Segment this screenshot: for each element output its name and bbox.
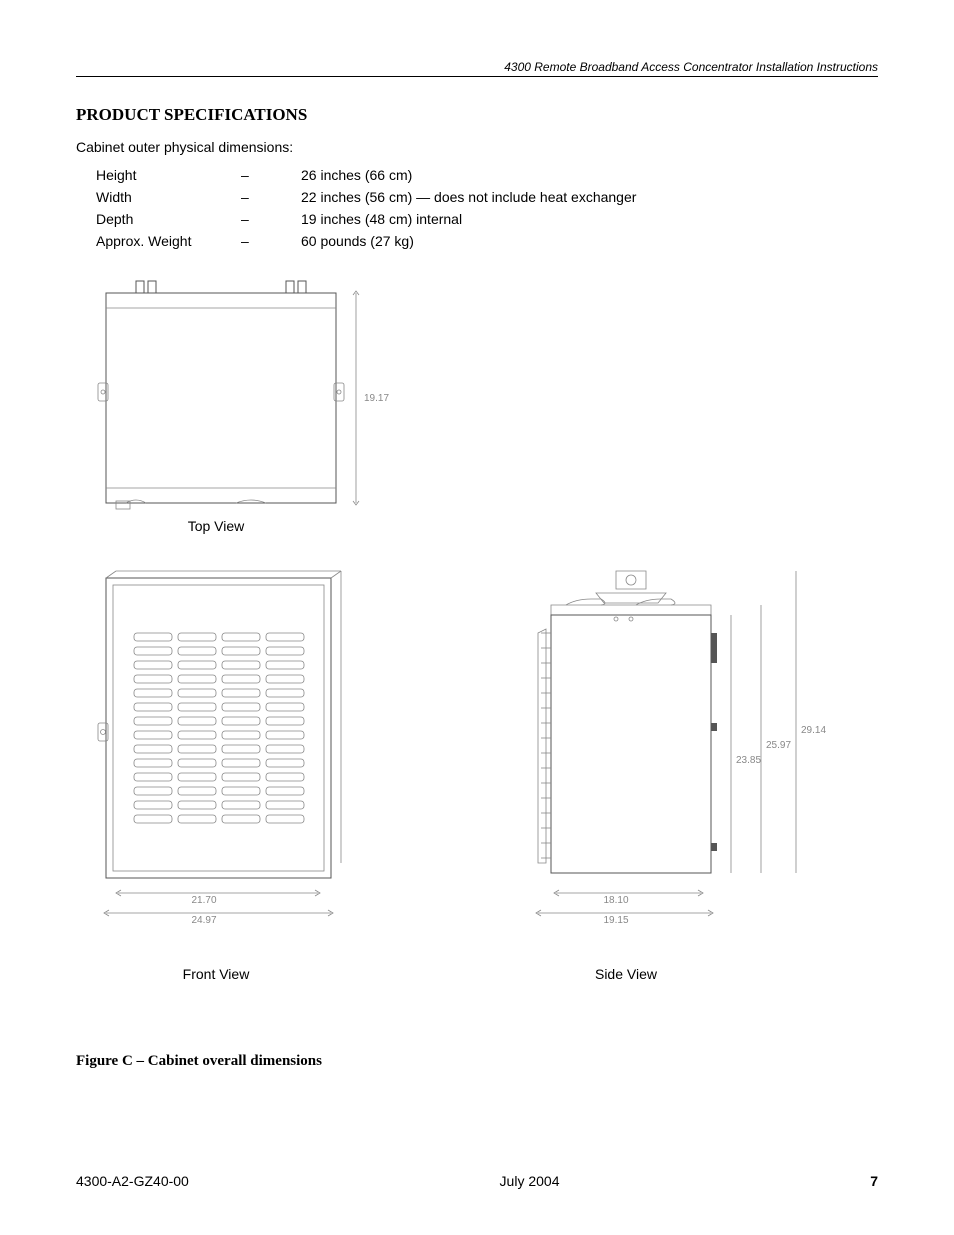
front-view: 21.70 24.97 Front View <box>86 563 366 982</box>
top-view: 19.17 Top View <box>86 273 396 534</box>
figure-caption: Figure C – Cabinet overall dimensions <box>76 1053 878 1070</box>
spec-row: Width – 22 inches (56 cm) — does not inc… <box>96 189 878 205</box>
spec-value: 19 inches (48 cm) internal <box>301 211 878 227</box>
top-dim: 19.17 <box>364 393 389 404</box>
spec-row: Height – 26 inches (66 cm) <box>96 167 878 183</box>
front-dim-inner: 21.70 <box>191 895 216 906</box>
diagrams-area: 19.17 Top View 21.70 <box>76 273 878 1033</box>
footer-page: 7 <box>870 1173 878 1189</box>
running-title: 4300 Remote Broadband Access Concentrato… <box>504 60 878 74</box>
intro-text: Cabinet outer physical dimensions: <box>76 139 878 155</box>
spec-label: Width <box>96 189 241 205</box>
vent-grille <box>134 633 304 823</box>
spec-label: Approx. Weight <box>96 233 241 249</box>
spec-row: Approx. Weight – 60 pounds (27 kg) <box>96 233 878 249</box>
side-view-svg: 23.85 25.97 29.14 18.10 19.15 <box>496 563 836 933</box>
side-view-label: Side View <box>496 938 756 982</box>
spec-dash: – <box>241 167 301 183</box>
footer-doc-id: 4300-A2-GZ40-00 <box>76 1173 189 1189</box>
top-view-svg: 19.17 <box>86 273 396 533</box>
spec-label: Height <box>96 167 241 183</box>
side-dim-inner: 18.10 <box>603 895 628 906</box>
side-dim-h3: 29.14 <box>801 725 826 736</box>
spec-table: Height – 26 inches (66 cm) Width – 22 in… <box>96 167 878 249</box>
front-dim-outer: 24.97 <box>191 915 216 926</box>
spec-dash: – <box>241 189 301 205</box>
side-dim-h2: 25.97 <box>766 740 791 751</box>
side-dim-h1: 23.85 <box>736 755 761 766</box>
page-footer: 4300-A2-GZ40-00 July 2004 7 <box>76 1173 878 1189</box>
footer-date: July 2004 <box>500 1173 560 1189</box>
section-title: PRODUCT SPECIFICATIONS <box>76 105 878 125</box>
spec-value: 60 pounds (27 kg) <box>301 233 878 249</box>
spec-dash: – <box>241 233 301 249</box>
front-view-svg: 21.70 24.97 <box>86 563 366 933</box>
front-view-label: Front View <box>86 938 346 982</box>
side-view: 23.85 25.97 29.14 18.10 19.15 Side View <box>496 563 836 982</box>
spec-value: 22 inches (56 cm) — does not include hea… <box>301 189 878 205</box>
spec-dash: – <box>241 211 301 227</box>
spec-label: Depth <box>96 211 241 227</box>
spec-value: 26 inches (66 cm) <box>301 167 878 183</box>
running-header: 4300 Remote Broadband Access Concentrato… <box>76 60 878 77</box>
spec-row: Depth – 19 inches (48 cm) internal <box>96 211 878 227</box>
side-dim-outer: 19.15 <box>603 915 628 926</box>
